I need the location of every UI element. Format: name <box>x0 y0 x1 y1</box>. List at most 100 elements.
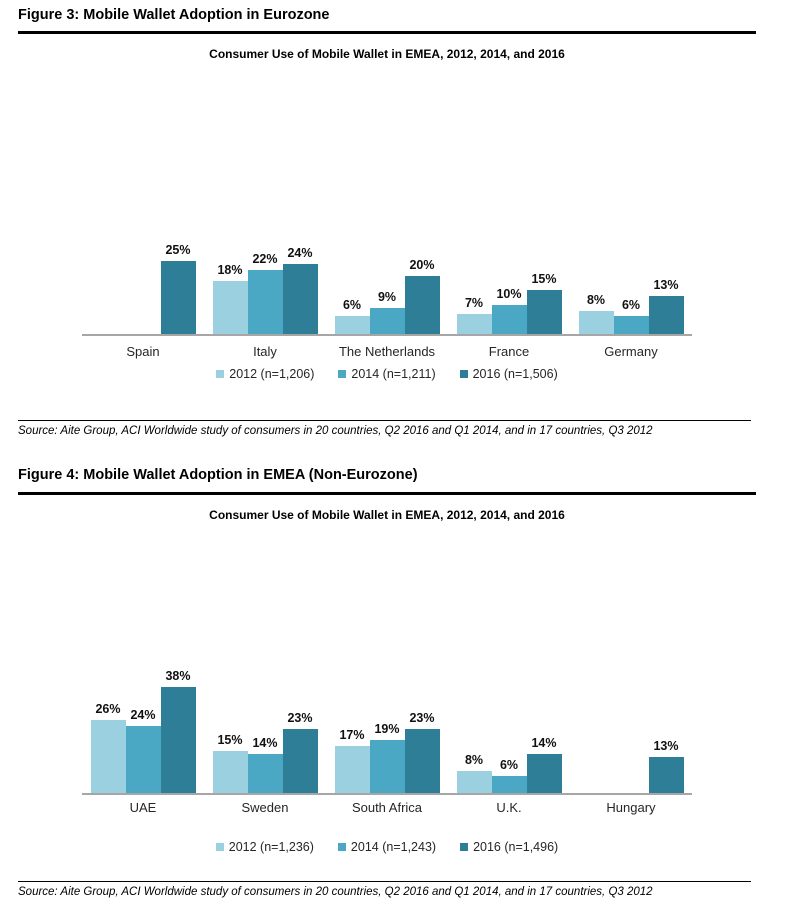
bar-value-label: 26% <box>95 702 121 716</box>
category-label-south-africa: South Africa <box>351 800 423 815</box>
bar-sweden-2012 <box>212 751 248 793</box>
bar-group-sweden: 15% 14% 23% <box>204 548 326 793</box>
bar-value-label: 25% <box>165 243 191 257</box>
bar-group-u-k: 8% 6% 14% <box>448 548 570 793</box>
figure3-source-rule <box>18 420 751 421</box>
legend-label: 2012 (n=1,206) <box>229 367 315 381</box>
bar-the-netherlands-2016 <box>404 276 440 334</box>
bar-slot-germany-2016: 13% <box>648 94 684 334</box>
bar-slot-spain-2012 <box>91 94 126 334</box>
bar-uae-2014 <box>125 726 161 793</box>
category-label-spain: Spain <box>126 344 160 359</box>
legend-swatch-icon <box>337 843 346 851</box>
category-label-sweden: Sweden <box>241 800 289 815</box>
bar-slot-uae-2014: 24% <box>125 548 161 793</box>
bar-slot-sweden-2012: 15% <box>212 548 248 793</box>
bar-u-k-2014 <box>491 776 527 793</box>
bar-slot-south-africa-2014: 19% <box>369 548 405 793</box>
bar-slot-hungary-2012 <box>579 548 614 793</box>
bar-uae-2012 <box>90 720 126 793</box>
category-label-hungary: Hungary <box>606 800 656 815</box>
bar-value-label: 13% <box>653 278 679 292</box>
legend-swatch-icon <box>459 370 468 378</box>
legend-label: 2016 (n=1,506) <box>472 367 558 381</box>
legend-item-2012: 2012 (n=1,206) <box>216 367 314 381</box>
chart1-legend: 2012 (n=1,206) 2014 (n=1,211) 2016 (n=1,50… <box>82 367 692 381</box>
figure3-heading-rule <box>18 31 756 34</box>
bar-slot-spain-2014 <box>126 94 161 334</box>
bar-slot-the-netherlands-2012: 6% <box>334 94 370 334</box>
figure3-source: Source: Aite Group, ACI Worldwide study … <box>18 425 653 437</box>
bar-hungary-2016 <box>648 757 684 793</box>
bar-group-the-netherlands: 6% 9% 20% <box>326 94 448 334</box>
bar-uae-2016 <box>160 687 196 793</box>
bar-group-france: 7% 10% 15% <box>448 94 570 334</box>
bar-slot-hungary-2016: 13% <box>648 548 684 793</box>
bar-slot-italy-2012: 18% <box>212 94 248 334</box>
bar-value-label: 13% <box>653 739 679 753</box>
bar-group-south-africa: 17% 19% 23% <box>326 548 448 793</box>
bar-italy-2012 <box>212 281 248 334</box>
legend-item-2012: 2012 (n=1,236) <box>215 840 314 854</box>
legend-item-2016: 2016 (n=1,506) <box>459 367 558 381</box>
bar-slot-hungary-2014 <box>614 548 649 793</box>
bar-value-label: 14% <box>252 736 278 750</box>
bar-the-netherlands-2014 <box>369 308 405 334</box>
bar-the-netherlands-2012 <box>334 316 370 334</box>
bar-slot-south-africa-2012: 17% <box>334 548 370 793</box>
figure4-source: Source: Aite Group, ACI Worldwide study … <box>18 886 653 898</box>
bar-value-label: 24% <box>130 708 156 722</box>
bar-france-2016 <box>526 290 562 334</box>
bar-slot-germany-2014: 6% <box>613 94 649 334</box>
bar-group-spain: 25% <box>82 94 204 334</box>
bar-value-label: 17% <box>339 728 365 742</box>
bar-germany-2012 <box>578 311 614 334</box>
bar-slot-uae-2016: 38% <box>160 548 196 793</box>
chart1-category-axis: Spain Italy The Netherlands France Germany <box>82 344 692 359</box>
bar-slot-u-k-2016: 14% <box>526 548 562 793</box>
bar-value-label: 6% <box>621 298 641 312</box>
legend-swatch-icon <box>216 370 225 378</box>
bar-slot-germany-2012: 8% <box>578 94 614 334</box>
legend-swatch-icon <box>215 843 224 851</box>
bar-value-label: 6% <box>499 758 519 772</box>
bar-u-k-2016 <box>526 754 562 793</box>
chart2-category-axis: UAE Sweden South Africa U.K. Hungary <box>82 800 692 815</box>
bar-value-label: 19% <box>374 722 400 736</box>
bar-value-label: 8% <box>464 753 484 767</box>
bar-south-africa-2014 <box>369 740 405 793</box>
legend-item-2014: 2014 (n=1,243) <box>337 840 436 854</box>
bar-slot-spain-2016: 25% <box>160 94 196 334</box>
category-label-italy: Italy <box>253 344 277 359</box>
bar-value-label: 38% <box>165 669 191 683</box>
bar-value-label: 14% <box>531 736 557 750</box>
bar-value-label: 15% <box>531 272 557 286</box>
category-label-u-k: U.K. <box>496 800 522 815</box>
bar-slot-u-k-2012: 8% <box>456 548 492 793</box>
category-label-the-netherlands: The Netherlands <box>338 344 436 359</box>
bar-value-label: 15% <box>217 733 243 747</box>
legend-swatch-icon <box>338 370 347 378</box>
legend-label: 2014 (n=1,211) <box>351 367 436 381</box>
bar-slot-sweden-2016: 23% <box>282 548 318 793</box>
bar-slot-france-2016: 15% <box>526 94 562 334</box>
bar-slot-sweden-2014: 14% <box>247 548 283 793</box>
bar-slot-uae-2012: 26% <box>90 548 126 793</box>
bar-group-uae: 26% 24% 38% <box>82 548 204 793</box>
figure4-heading-rule <box>18 492 756 495</box>
bar-u-k-2012 <box>456 771 492 793</box>
bar-slot-south-africa-2016: 23% <box>404 548 440 793</box>
bar-italy-2016 <box>282 264 318 334</box>
bar-slot-u-k-2014: 6% <box>491 548 527 793</box>
chart2-title: Consumer Use of Mobile Wallet in EMEA, 2… <box>209 508 565 522</box>
bar-spain-2016 <box>160 261 196 334</box>
bar-group-hungary: 13% <box>570 548 692 793</box>
bar-value-label: 18% <box>217 263 243 277</box>
figure4-source-rule <box>18 881 751 882</box>
bar-group-italy: 18% 22% 24% <box>204 94 326 334</box>
bar-slot-france-2014: 10% <box>491 94 527 334</box>
bar-south-africa-2012 <box>334 746 370 793</box>
legend-label: 2012 (n=1,236) <box>228 840 314 854</box>
bar-value-label: 8% <box>586 293 606 307</box>
